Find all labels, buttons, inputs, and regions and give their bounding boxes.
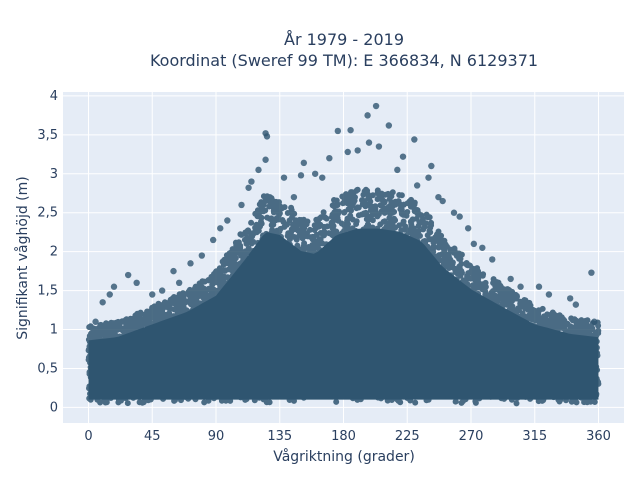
scatter-point — [439, 197, 446, 205]
scatter-point — [411, 136, 418, 143]
y-axis-label: Signifikant våghöjd (m) — [14, 176, 31, 339]
scatter-point — [280, 174, 288, 181]
scatter-point — [175, 279, 183, 287]
scatter-point — [297, 172, 305, 179]
scatter-point — [300, 159, 308, 167]
scatter-point — [198, 252, 206, 259]
scatter-point — [399, 153, 407, 160]
x-axis-label: Vågriktning (grader) — [273, 448, 415, 465]
scatter-point — [158, 287, 166, 294]
scatter-point — [588, 269, 595, 276]
scatter-point — [517, 283, 524, 290]
scatter-point — [255, 166, 262, 174]
y-tick-label: 0 — [50, 400, 58, 415]
x-tick-label: 0 — [84, 429, 92, 444]
scatter-point — [372, 102, 380, 110]
scatter-point — [149, 291, 156, 298]
x-tick-label: 360 — [586, 429, 611, 444]
y-tick-label: 2,5 — [37, 206, 58, 221]
scatter-point — [365, 139, 373, 146]
scatter-point — [428, 162, 435, 170]
y-tick-label: 1,5 — [37, 284, 58, 299]
scatter-point — [110, 283, 118, 290]
y-axis-ticks: 0 0,5 1 1,5 2 2,5 3 3,5 4 — [37, 89, 58, 416]
x-tick-label: 315 — [522, 429, 547, 444]
x-tick-label: 135 — [267, 429, 292, 444]
scatter-point — [535, 283, 543, 290]
y-tick-label: 3,5 — [37, 128, 58, 143]
scatter-point — [385, 122, 393, 129]
scatter-point — [413, 182, 421, 189]
scatter-point — [394, 166, 401, 174]
scatter-point — [464, 225, 472, 232]
scatter-point — [238, 201, 245, 209]
scatter-point — [262, 156, 269, 163]
scatter-point — [248, 178, 255, 185]
scatter-point — [92, 318, 99, 325]
x-tick-label: 45 — [144, 429, 161, 444]
scatter-point — [326, 155, 333, 162]
chart-subtitle: Koordinat (Sweref 99 TM): E 366834, N 61… — [150, 51, 538, 70]
scatter-point — [591, 318, 598, 325]
scatter-point — [311, 170, 319, 177]
scatter-point — [217, 225, 224, 232]
scatter-point — [99, 299, 106, 306]
scatter-point — [507, 275, 514, 283]
scatter-point — [566, 295, 574, 302]
x-axis-ticks: 0 45 90 135 180 225 270 315 360 — [84, 429, 611, 444]
scatter-point — [347, 126, 354, 134]
y-tick-label: 1 — [50, 323, 58, 338]
y-tick-label: 0,5 — [37, 361, 58, 376]
scatter-point — [425, 174, 432, 181]
y-tick-label: 3 — [50, 167, 58, 182]
x-tick-label: 225 — [395, 429, 420, 444]
x-tick-label: 270 — [459, 429, 484, 444]
scatter-point — [489, 256, 496, 263]
scatter-point — [334, 127, 342, 135]
scatter-point — [170, 267, 177, 275]
scatter-point — [319, 174, 326, 181]
scatter-point — [224, 217, 231, 224]
scatter-point — [364, 112, 371, 119]
scatter-point — [106, 291, 113, 298]
scatter-point — [456, 213, 463, 220]
y-tick-label: 4 — [50, 89, 58, 104]
scatter-point — [290, 193, 298, 201]
scatter-point — [470, 240, 478, 248]
y-tick-label: 2 — [50, 245, 58, 260]
scatter-point — [133, 279, 140, 287]
scatter-point — [545, 291, 553, 298]
x-tick-label: 180 — [331, 429, 356, 444]
scatter-points — [85, 102, 602, 407]
scatter-point — [435, 193, 442, 201]
scatter-point — [344, 148, 351, 156]
scatter-point — [375, 143, 383, 150]
x-tick-label: 90 — [208, 429, 225, 444]
scatter-point — [479, 244, 486, 251]
scatter-point — [354, 147, 361, 154]
scatter-point — [187, 260, 194, 267]
scatter-point — [572, 301, 580, 308]
scatter-point — [263, 133, 271, 140]
scatter-point — [450, 209, 458, 216]
scatter-point — [245, 184, 252, 191]
scatter-point — [124, 271, 132, 279]
scatter-point — [209, 236, 217, 244]
chart-title: År 1979 - 2019 — [284, 30, 404, 49]
scatter-dense-core — [88, 228, 599, 400]
